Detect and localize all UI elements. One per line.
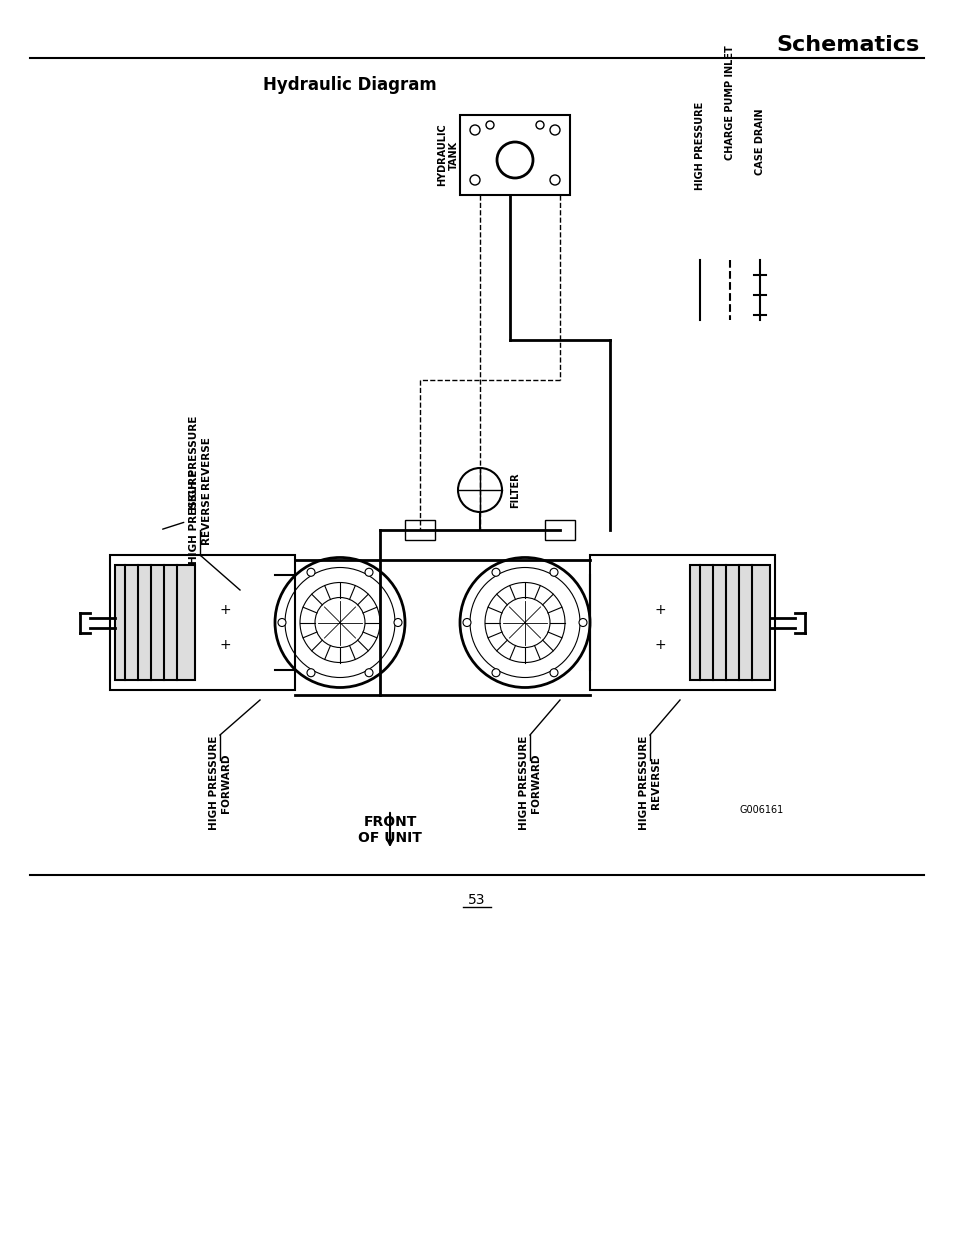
Text: HYDRAULIC
TANK: HYDRAULIC TANK xyxy=(436,124,458,186)
Circle shape xyxy=(550,175,559,185)
Text: CASE DRAIN: CASE DRAIN xyxy=(754,109,764,175)
Circle shape xyxy=(550,668,558,677)
Text: +: + xyxy=(219,603,231,618)
Text: Hydraulic Diagram: Hydraulic Diagram xyxy=(263,77,436,94)
Circle shape xyxy=(485,121,494,128)
Text: HIGH PRESSURE
REVERSE: HIGH PRESSURE REVERSE xyxy=(639,736,660,830)
Circle shape xyxy=(274,557,405,688)
Text: G006161: G006161 xyxy=(740,805,783,815)
Circle shape xyxy=(457,468,501,513)
Circle shape xyxy=(497,142,533,178)
Circle shape xyxy=(536,121,543,128)
Bar xyxy=(544,520,575,540)
Circle shape xyxy=(365,668,373,677)
Bar xyxy=(689,564,769,680)
Circle shape xyxy=(365,568,373,577)
Circle shape xyxy=(492,668,499,677)
Bar xyxy=(589,555,774,690)
Circle shape xyxy=(470,125,479,135)
Text: +: + xyxy=(219,638,231,652)
Text: FRONT
OF UNIT: FRONT OF UNIT xyxy=(357,815,421,845)
Text: HIGH PRESSURE
FORWARD: HIGH PRESSURE FORWARD xyxy=(518,736,540,830)
Text: +: + xyxy=(654,638,665,652)
Circle shape xyxy=(307,568,314,577)
Circle shape xyxy=(462,619,471,626)
Circle shape xyxy=(459,557,589,688)
Text: HIGH PRESSURE
REVERSE: HIGH PRESSURE REVERSE xyxy=(162,471,211,564)
Text: HIGH PRESSURE
REVERSE: HIGH PRESSURE REVERSE xyxy=(189,416,211,510)
Circle shape xyxy=(550,125,559,135)
Bar xyxy=(459,115,569,195)
Circle shape xyxy=(578,619,586,626)
Bar xyxy=(405,520,435,540)
Bar xyxy=(110,555,294,690)
Text: +: + xyxy=(654,603,665,618)
Circle shape xyxy=(470,175,479,185)
Text: HIGH PRESSURE: HIGH PRESSURE xyxy=(695,101,704,190)
Bar xyxy=(115,564,194,680)
Text: FILTER: FILTER xyxy=(510,472,519,508)
Text: CHARGE PUMP INLET: CHARGE PUMP INLET xyxy=(724,46,734,161)
Circle shape xyxy=(307,668,314,677)
Circle shape xyxy=(277,619,286,626)
Circle shape xyxy=(394,619,401,626)
Circle shape xyxy=(492,568,499,577)
Text: Schematics: Schematics xyxy=(776,35,919,56)
Circle shape xyxy=(550,568,558,577)
Text: 53: 53 xyxy=(468,893,485,906)
Text: HIGH PRESSURE
FORWARD: HIGH PRESSURE FORWARD xyxy=(209,736,231,830)
